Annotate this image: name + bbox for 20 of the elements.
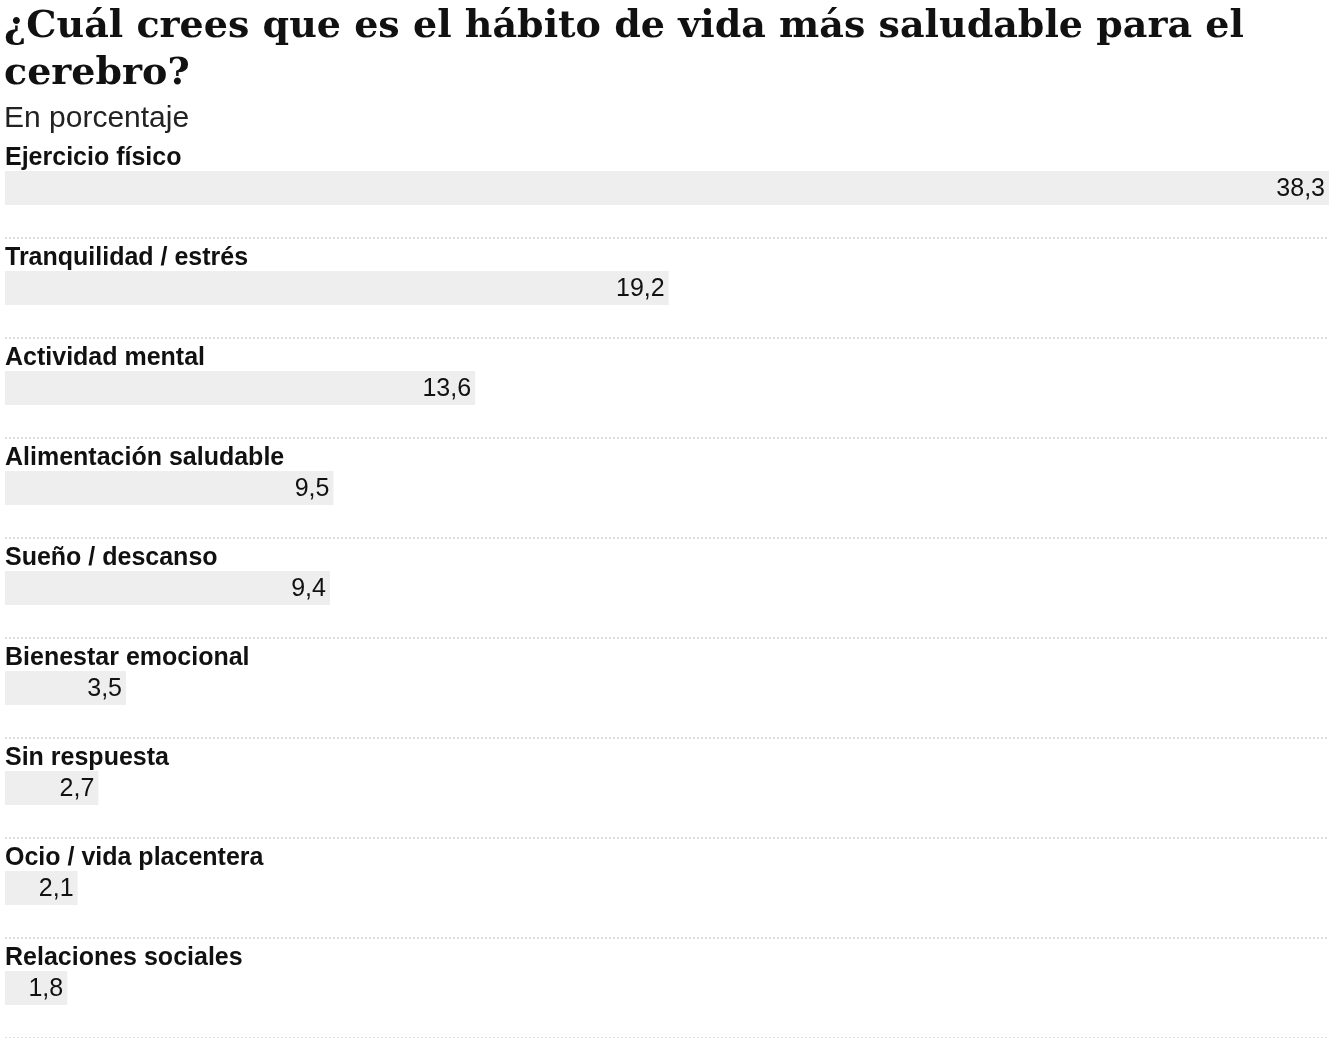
y-tick-label: Ejercicio físico bbox=[5, 141, 182, 170]
y-tick-label: Sin respuesta bbox=[5, 741, 171, 770]
data-label: 9,4 bbox=[291, 572, 327, 601]
y-tick-label: Tranquilidad / estrés bbox=[5, 241, 249, 270]
y-tick-label: Relaciones sociales bbox=[5, 941, 243, 970]
chart-title: ¿Cuál crees que es el hábito de vida más saludable para el cerebro? bbox=[4, 0, 1245, 94]
data-label: 3,5 bbox=[87, 672, 122, 701]
data-label: 2,1 bbox=[38, 872, 74, 901]
y-tick-label: Bienestar emocional bbox=[5, 641, 250, 670]
data-label: 1,8 bbox=[28, 972, 64, 1001]
y-tick-label: Actividad mental bbox=[5, 341, 206, 370]
data-label: 19,2 bbox=[616, 272, 665, 301]
y-tick-label: Sueño / descanso bbox=[5, 541, 218, 570]
y-tick-label: Ocio / vida placentera bbox=[5, 841, 265, 870]
data-label: 13,6 bbox=[422, 372, 472, 401]
data-label: 2,7 bbox=[59, 772, 95, 801]
data-label: 38,3 bbox=[1276, 172, 1325, 201]
chart-subtitle: En porcentaje bbox=[4, 100, 191, 134]
data-label: 9,5 bbox=[294, 472, 330, 501]
y-tick-label: Alimentación saludable bbox=[5, 441, 285, 470]
